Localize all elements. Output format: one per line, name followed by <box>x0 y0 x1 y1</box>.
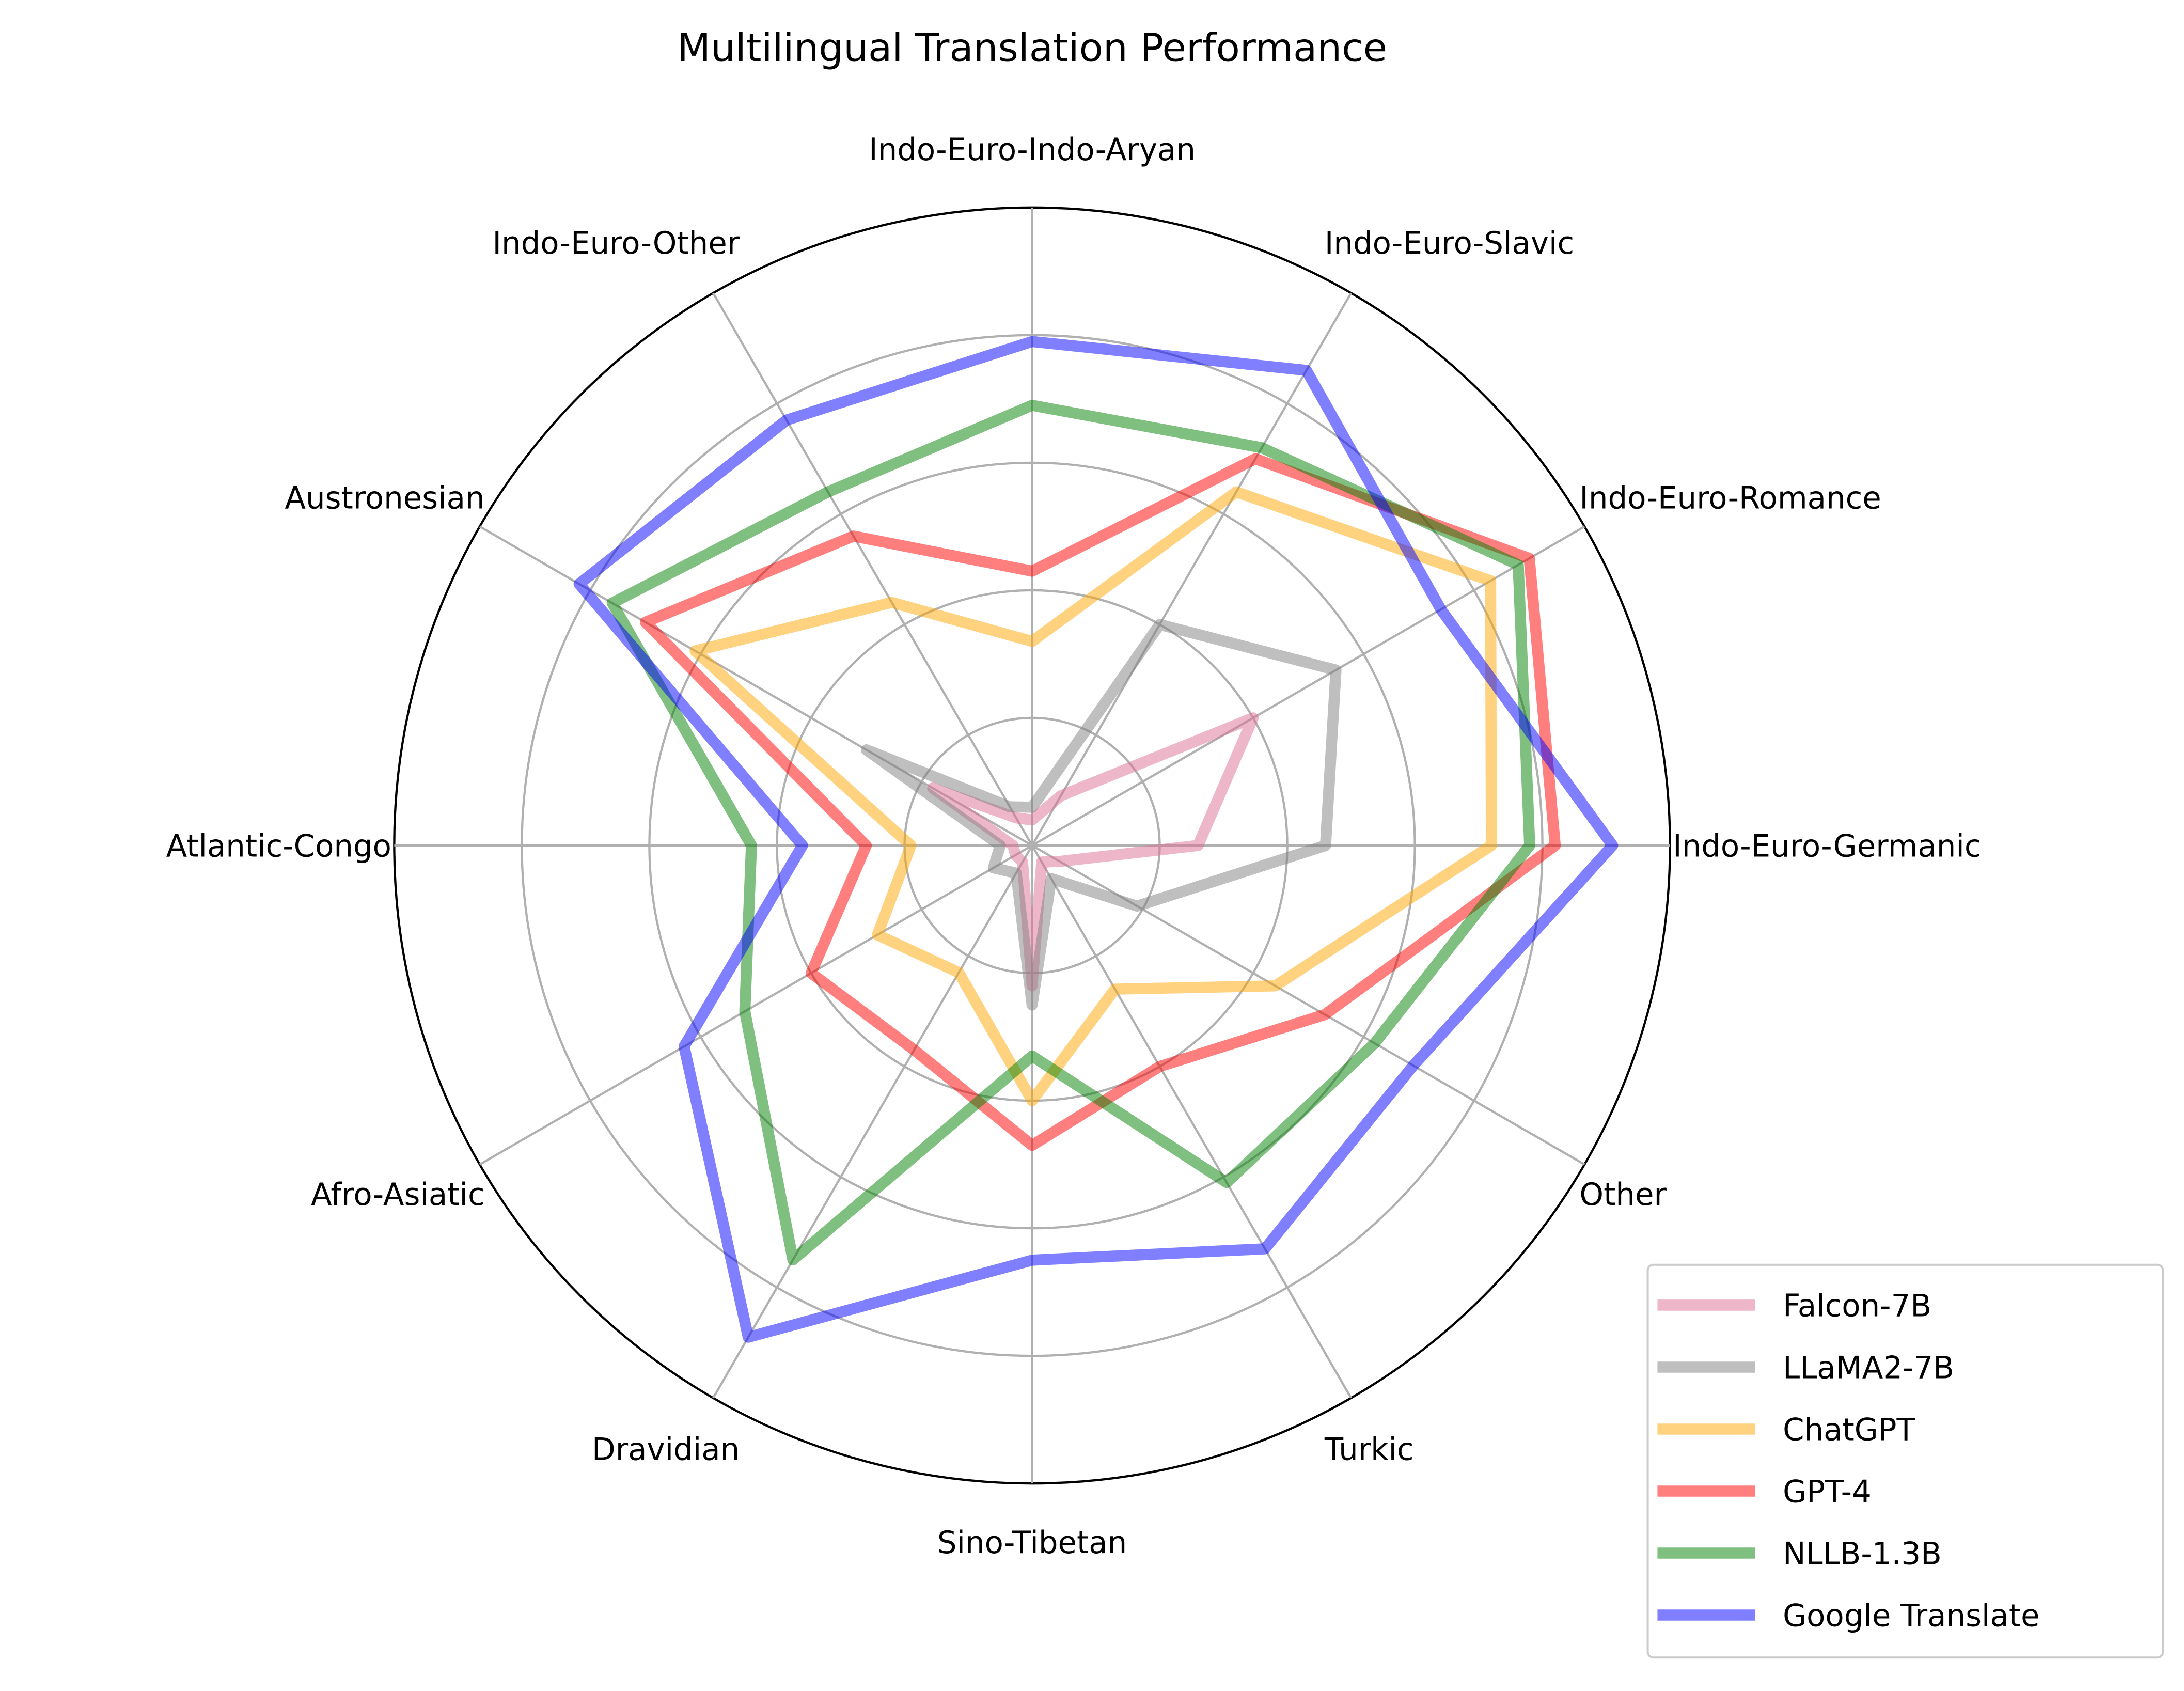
angular-gridline <box>712 292 1033 847</box>
legend-label: NLLB-1.3B <box>1783 1536 1942 1572</box>
category-label: Afro-Asiatic <box>311 1177 485 1212</box>
series-line-chatgpt <box>689 486 1497 1106</box>
category-label: Other <box>1579 1177 1667 1212</box>
category-label: Indo-Euro-Other <box>493 225 740 261</box>
legend: Falcon-7B LLaMA2-7B ChatGPT GPT-4 NLLB-1.3B G… <box>1646 1263 2164 1659</box>
category-label: Indo-Euro-Romance <box>1579 480 1881 515</box>
series-group <box>573 336 1619 1343</box>
legend-label: GPT-4 <box>1783 1474 1872 1510</box>
legend-label: ChatGPT <box>1783 1412 1915 1448</box>
category-label: Dravidian <box>592 1431 740 1467</box>
category-labels: Indo-Euro-Germanic Indo-Euro-Romance Indo-… <box>166 132 1982 1560</box>
legend-label: Google Translate <box>1783 1598 2039 1634</box>
category-label: Austronesian <box>285 480 484 515</box>
category-label: Atlantic-Congo <box>166 828 391 864</box>
legend-label: LLaMA2-7B <box>1783 1350 1954 1386</box>
angular-gridline <box>1031 292 1352 847</box>
series-line-nllb-1-3b <box>606 399 1535 1266</box>
series-line-gpt-4 <box>639 453 1561 1151</box>
category-label: Sino-Tibetan <box>937 1525 1127 1560</box>
angular-gridline <box>1031 844 1352 1399</box>
category-label: Indo-Euro-Indo-Aryan <box>869 132 1196 167</box>
category-label: Turkic <box>1324 1431 1414 1467</box>
chart-title: Multilingual Translation Performance <box>677 25 1387 71</box>
category-label: Indo-Euro-Germanic <box>1673 828 1981 864</box>
series-line-falcon-7b <box>927 712 1259 992</box>
category-label: Indo-Euro-Slavic <box>1325 225 1574 261</box>
legend-label: Falcon-7B <box>1783 1288 1931 1324</box>
legend-frame <box>1646 1263 2164 1659</box>
angular-gridline <box>479 844 1033 1166</box>
series-line-google-translate <box>573 336 1619 1343</box>
series-line-llama2-7b <box>860 619 1342 1011</box>
radial-grid <box>393 206 1671 1485</box>
angular-gridline <box>712 844 1033 1399</box>
